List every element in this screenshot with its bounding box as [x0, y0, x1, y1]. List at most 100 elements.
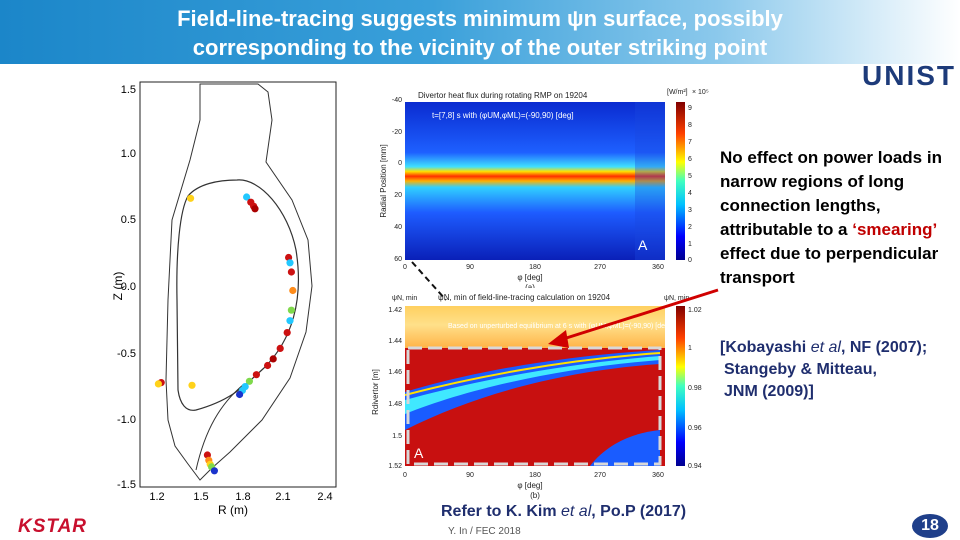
footer-author: Y. In / FEC 2018	[448, 526, 521, 537]
heatmap-a-xlabel: φ [deg]	[517, 273, 542, 282]
strike-point-marker	[289, 286, 297, 295]
reference-line-3: JNM (2009)]	[724, 383, 814, 400]
strike-point-marker	[236, 390, 244, 399]
z-tick-label: 1.5	[121, 84, 136, 96]
strike-point-marker	[287, 306, 295, 314]
heatmap-a-field	[405, 102, 665, 260]
a-cbar-tick: 3	[688, 207, 692, 214]
heatmap-b: ψN, min ψN, min of field-line-tracing ca…	[371, 288, 713, 500]
b-y-tick: 1.46	[388, 369, 402, 376]
heatmap-a-panel-label: (a)	[525, 283, 535, 292]
a-cbar-tick: 6	[688, 156, 692, 163]
separatrix	[176, 179, 299, 411]
observation-note: No effect on power loads in narrow regio…	[720, 146, 955, 290]
strike-point-marker	[286, 259, 294, 267]
strike-point-marker	[245, 377, 253, 385]
heatmap-a-marker: A	[638, 237, 648, 253]
strike-point-marker	[276, 344, 284, 352]
b-cbar-tick: 0.96	[688, 425, 702, 432]
note-text-2: effect due to perpendicular transport	[720, 244, 939, 287]
r-tick-label: 1.2	[149, 491, 164, 503]
strike-point-marker	[264, 361, 272, 370]
strike-point-marker	[251, 205, 259, 213]
reference-line-1: [Kobayashi et al, NF (2007);	[720, 337, 955, 359]
heatmap-b-zoom-box	[406, 346, 662, 466]
z-axis-label: Z (m)	[111, 272, 125, 301]
strike-points	[154, 193, 297, 475]
b-y-tick: 1.44	[388, 338, 402, 345]
z-tick-label: -0.5	[117, 348, 136, 360]
heatmap-a-colorbar-unit: [W/m²]	[667, 89, 688, 96]
heatmap-b-subtitle: Based on unperturbed equilibrium at 6 s …	[448, 323, 671, 330]
slide-title: Field-line-tracing suggests minimum ψn s…	[0, 4, 960, 62]
heatmap-a-stripe	[635, 102, 665, 260]
a-cbar-tick: 2	[688, 224, 692, 231]
a-x-tick: 360	[652, 264, 664, 271]
b-y-tick: 1.48	[388, 401, 402, 408]
divertor-leg	[195, 383, 245, 471]
heatmap-a: Divertor heat flux during rotating RMP o…	[379, 82, 713, 292]
a-cbar-tick: 1	[688, 241, 692, 248]
strike-point-marker	[188, 381, 196, 389]
r-axis-label: R (m)	[218, 503, 248, 517]
ref1-etal: et al	[810, 339, 841, 356]
heatmap-b-title: ψN, min of field-line-tracing calculatio…	[438, 293, 611, 302]
b-x-tick: 360	[652, 472, 664, 479]
left-plot: 1.5 1.0 0.5 0.0 -0.5 -1.0 -1.5 1.2 1.5 1…	[111, 81, 337, 517]
b-cbar-tick: 0.94	[688, 463, 702, 470]
connector-arrow-head	[548, 330, 569, 348]
heatmap-b-ylabel: Rdivertor [m]	[371, 369, 380, 415]
title-bar	[0, 0, 960, 64]
connector-arrow-line	[559, 288, 719, 342]
strike-point-marker	[286, 317, 294, 325]
heatmap-b-top-band	[405, 306, 665, 348]
b-y-tick: 1.52	[388, 463, 402, 470]
refer-suffix: , Po.P (2017)	[591, 503, 687, 520]
a-y-tick: 40	[394, 224, 402, 231]
r-tick-label: 1.5	[193, 491, 208, 503]
strike-point-marker	[210, 467, 218, 475]
references: [Kobayashi et al, NF (2007); Stangeby & …	[720, 337, 955, 403]
strike-point-marker	[243, 193, 251, 201]
heatmap-b-colorbar-ticks: 1.02 1 0.98 0.96 0.94	[688, 307, 702, 470]
b-y-tick: 1.5	[392, 433, 402, 440]
heatmap-b-x-ticks: 0 90 180 270 360	[403, 472, 664, 479]
heatmap-a-x-ticks: 0 90 180 270 360	[403, 264, 664, 271]
heatmap-a-y-ticks: -40 -20 0 20 40 60	[392, 97, 402, 263]
z-tick-label: 0.0	[121, 281, 136, 293]
heatmap-b-right-corner-label: ψN, min	[664, 295, 689, 302]
b-y-tick: 1.42	[388, 307, 402, 314]
b-cbar-tick: 1	[688, 345, 692, 352]
b-cbar-tick: 0.98	[688, 385, 702, 392]
a-cbar-tick: 0	[688, 257, 692, 264]
left-y-ticks: 1.5 1.0 0.5 0.0 -0.5 -1.0 -1.5	[117, 84, 136, 491]
strike-point-marker	[187, 194, 195, 202]
r-tick-label: 2.4	[317, 491, 332, 503]
heatmap-b-left-corner-label: ψN, min	[392, 295, 417, 302]
b-x-tick: 180	[529, 472, 541, 479]
title-line-2: corresponding to the vicinity of the out…	[192, 35, 768, 60]
note-smearing: ‘smearing’	[852, 220, 937, 239]
vessel-outline	[165, 83, 313, 481]
heatmap-b-colorbar	[676, 306, 685, 466]
page-number: 18	[912, 514, 948, 538]
z-tick-label: -1.5	[117, 479, 136, 491]
strike-point-marker	[154, 380, 162, 388]
a-y-tick: -20	[392, 129, 402, 136]
a-y-tick: 0	[398, 160, 402, 167]
heatmap-a-colorbar	[676, 102, 685, 260]
strike-point-marker	[252, 371, 260, 379]
heatmap-a-colorbar-exp: × 10⁵	[692, 89, 709, 96]
a-x-tick: 180	[529, 264, 541, 271]
heatmap-b-lower-lobe	[590, 430, 660, 466]
r-tick-label: 1.8	[235, 491, 250, 503]
z-tick-label: 0.5	[121, 214, 136, 226]
z-tick-label: 1.0	[121, 148, 136, 160]
heatmap-b-panel-label: (b)	[530, 491, 540, 500]
heatmap-a-subtitle: t=[7,8] s with (φUM,φML)=(-90,90) [deg]	[432, 111, 574, 120]
ref1-prefix: [Kobayashi	[720, 339, 811, 356]
a-y-tick: -40	[392, 97, 402, 104]
heatmap-b-xlabel: φ [deg]	[517, 481, 542, 490]
a-x-tick: 90	[466, 264, 474, 271]
title-line-1: Field-line-tracing suggests minimum ψn s…	[177, 6, 783, 31]
